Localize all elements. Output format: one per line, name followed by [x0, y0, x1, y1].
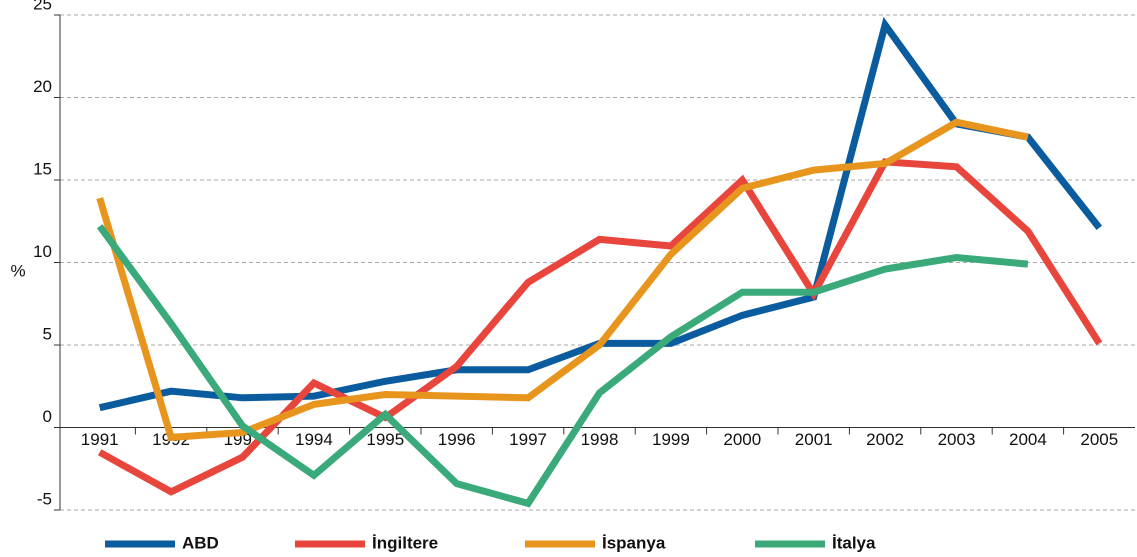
y-tick-label: 5 — [43, 324, 52, 343]
x-tick-label: 1991 — [81, 430, 119, 449]
x-tick-label: 1997 — [509, 430, 547, 449]
x-tick-label: 1998 — [581, 430, 619, 449]
legend-label: İngiltere — [372, 533, 438, 552]
series-line — [96, 224, 1029, 508]
x-tick-label: 1994 — [295, 430, 333, 449]
series-line — [98, 158, 1103, 496]
x-tick-label: 2003 — [938, 430, 976, 449]
y-tick-label: 0 — [43, 407, 52, 426]
x-tick-label: 2005 — [1080, 430, 1118, 449]
y-axis-label: % — [10, 261, 25, 280]
legend-label: İtalya — [832, 533, 876, 552]
y-tick-label: 15 — [33, 159, 52, 178]
x-tick-label: 2004 — [1009, 430, 1047, 449]
y-tick-label: 20 — [33, 77, 52, 96]
x-tick-label: 2002 — [866, 430, 904, 449]
x-tick-label: 1999 — [652, 430, 690, 449]
x-tick-label: 1996 — [438, 430, 476, 449]
series-line — [96, 118, 1029, 442]
x-tick-label: 1995 — [366, 430, 404, 449]
y-tick-label: 10 — [33, 242, 52, 261]
x-tick-label: 2000 — [723, 430, 761, 449]
series-line — [98, 16, 1103, 412]
x-tick-label: 2001 — [795, 430, 833, 449]
y-tick-label: 25 — [33, 0, 52, 13]
y-tick-label: -5 — [37, 489, 52, 508]
legend-label: ABD — [182, 533, 219, 552]
legend-label: İspanya — [602, 533, 666, 552]
